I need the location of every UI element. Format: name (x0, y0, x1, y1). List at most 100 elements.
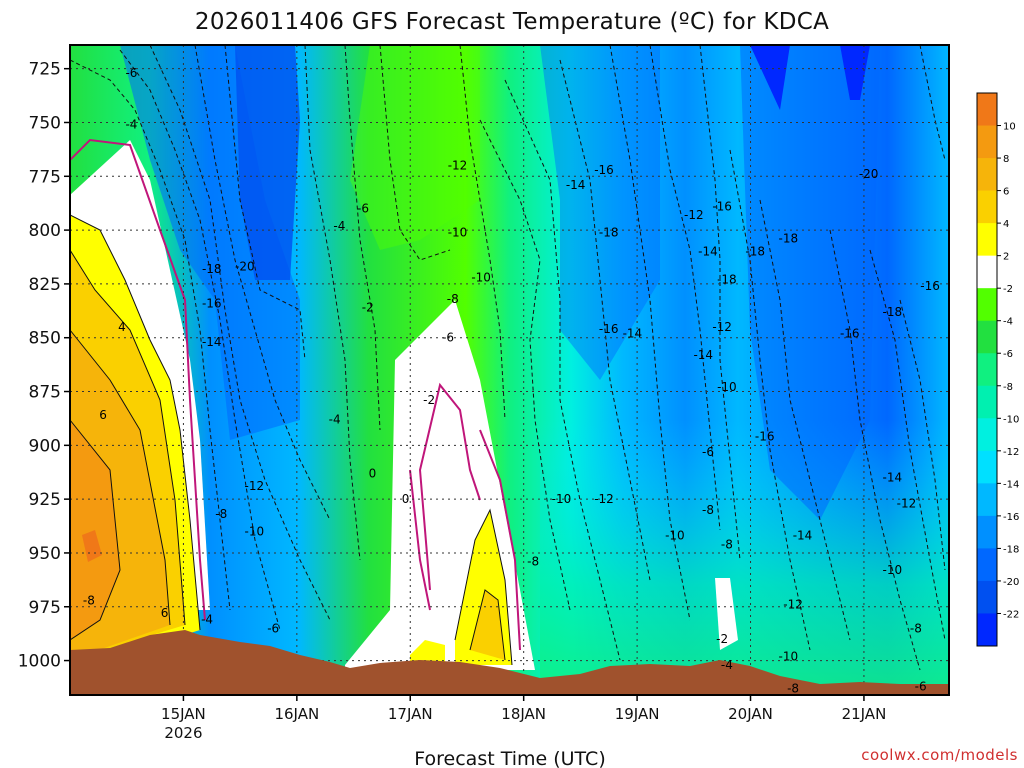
isotherm-line (149, 45, 331, 621)
warm-pocket-17jan (410, 640, 445, 665)
contour-label: -12 (783, 598, 803, 612)
colorbar-tick-label: 4 (1003, 219, 1009, 230)
isotherm-line (70, 214, 201, 631)
x-tick-sublabel: 2026 (164, 724, 202, 742)
contour-label: 0 (402, 492, 410, 506)
isotherm-line (729, 149, 811, 651)
grid-lines (70, 45, 949, 695)
isotherm-line (699, 45, 741, 561)
colorbar-bin (977, 613, 997, 647)
coldest-core-a (750, 45, 790, 110)
colorbar-tick-label: 10 (1003, 122, 1016, 133)
y-tick-label: 950 (29, 544, 61, 564)
isotherm-line (649, 45, 721, 531)
y-tick-label: 725 (29, 60, 61, 80)
colorbar: 10 8 6 4 2 -2 -4 -6 -8 -10 -12 -14 -16 -18 -20 -22 (976, 92, 1019, 647)
x-tick-label: 15JAN (161, 705, 206, 723)
contour-label: -4 (333, 219, 345, 233)
contour-label: -16 (202, 296, 222, 310)
isotherm-line (224, 45, 306, 361)
x-tick-label: 21JAN (842, 705, 887, 723)
contour-label: -18 (599, 225, 619, 239)
contour-label: -8 (447, 292, 459, 306)
colorbar-bin (977, 483, 997, 517)
colorbar-tick-label: -16 (1003, 512, 1019, 523)
colorbar-tick-label: -2 (1003, 284, 1013, 295)
colorbar-bin (977, 548, 997, 582)
contour-label: -16 (840, 326, 860, 340)
colorbar-tick-label: -8 (1003, 382, 1013, 393)
contour-label: -12 (897, 496, 917, 510)
isotherm-line (559, 59, 651, 581)
colorbar-tick-label: -18 (1003, 544, 1019, 555)
y-tick-label: 775 (29, 167, 61, 187)
y-tick-label: 925 (29, 490, 61, 510)
isotherm-line (119, 49, 281, 631)
isotherm-line (344, 45, 381, 431)
contour-label: -8 (83, 593, 95, 607)
contour-label: -6 (125, 66, 137, 80)
warm-region-10-12 (82, 530, 102, 562)
site-credit: coolwx.com/models (861, 746, 1018, 764)
contour-label: -16 (920, 279, 940, 293)
contour-label: -14 (793, 529, 813, 543)
warm-pocket-18jan-core (470, 590, 505, 660)
colorbar-tick-label: -6 (1003, 349, 1013, 360)
colorbar-tick-label: -12 (1003, 447, 1019, 458)
colorbar-tick-label: -14 (1003, 479, 1019, 490)
isotherm-line (504, 79, 621, 661)
contour-label: -18 (779, 232, 799, 246)
y-tick-label: 850 (29, 329, 61, 349)
contour-label: 4 (118, 320, 126, 334)
contour-label: -14 (693, 348, 713, 362)
contour-labels: -6-446-86 -4-6-18 -20-16-14-12-8-10-6-4-2-… (83, 66, 940, 696)
isotherm-line (194, 45, 331, 521)
contour-label: -8 (215, 507, 227, 521)
x-axis-label: Forecast Time (UTC) (414, 748, 605, 768)
contour-label: -4 (125, 118, 137, 132)
negative-isotherms (70, 45, 946, 671)
contour-label: -14 (882, 471, 902, 485)
colorbar-tick-label: 2 (1003, 252, 1009, 263)
contour-label: -16 (712, 199, 732, 213)
isotherm-line (469, 589, 506, 661)
coldest-core-b (840, 45, 870, 100)
x-tick-label: 16JAN (274, 705, 319, 723)
contour-label: -12 (684, 208, 704, 222)
zero-contour-17jan-a (418, 382, 481, 591)
colorbar-bin (977, 125, 997, 159)
contour-label: -10 (552, 492, 572, 506)
terrain (70, 630, 949, 695)
contour-label: -8 (910, 621, 922, 635)
y-tick-label: 825 (29, 275, 61, 295)
contour-label: -2 (362, 301, 374, 315)
colorbar-bin (977, 353, 997, 387)
zero-contour-17jan-b (409, 469, 431, 611)
contour-label: -8 (527, 555, 539, 569)
colorbar-bin (977, 385, 997, 419)
contour-label: -8 (702, 503, 714, 517)
y-tick-label: 750 (29, 113, 61, 133)
contour-label: -12 (712, 320, 732, 334)
colorbar-bin (977, 580, 997, 614)
contour-label: -20 (235, 260, 255, 274)
isotherm-line (70, 329, 171, 626)
contour-label: -16 (599, 322, 619, 336)
contour-label: -18 (717, 273, 737, 287)
colorbar-tick-label: 8 (1003, 154, 1009, 165)
y-tick-label: 975 (29, 598, 61, 618)
positive-isotherms (70, 214, 513, 666)
contour-label: -14 (623, 326, 643, 340)
contour-label: -8 (787, 682, 799, 696)
contour-label: -18 (882, 305, 902, 319)
colorbar-bin (977, 515, 997, 549)
isotherm-line (609, 45, 691, 621)
contour-label: -12 (594, 492, 614, 506)
contour-label: 0 (369, 466, 377, 480)
isotherm-line (379, 45, 451, 261)
isotherm-line (70, 249, 186, 626)
zero-contour-15jan (70, 138, 206, 621)
colorbar-bin (977, 158, 997, 192)
